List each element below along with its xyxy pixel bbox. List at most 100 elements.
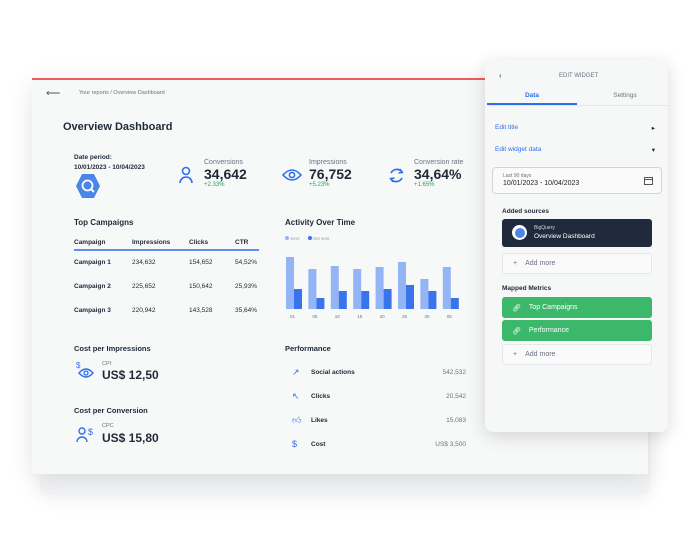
performance-label: Social actions: [311, 368, 355, 376]
performance-label: Cost: [311, 440, 326, 448]
tab-settings[interactable]: Settings: [613, 92, 637, 99]
kpi-value: 34,64%: [414, 166, 462, 182]
metric-top-campaigns[interactable]: 🔗︎ Top Campaigns: [502, 297, 652, 318]
table-cell: 154,652: [189, 259, 213, 266]
caret-down-icon: ▾: [651, 147, 655, 154]
breadcrumb[interactable]: Your reports / Overview Dashboard: [79, 90, 165, 96]
col-campaign: Campaign: [74, 239, 106, 246]
table-cell: 143,528: [189, 306, 213, 314]
performance-value: 15,083: [446, 416, 466, 424]
performance-value: US$ 3,500: [435, 440, 466, 448]
table-cell: Campaign 3: [74, 306, 111, 314]
edit-title-label: Edit title: [495, 124, 519, 131]
date-period-label: Date period:: [74, 154, 112, 161]
user-dollar-icon: $: [76, 426, 96, 443]
col-impressions: Impressions: [132, 239, 171, 246]
cpi-value: US$ 12,50: [102, 368, 159, 382]
activity-chart: 01 05 10 15 20 25 30 05: [286, 257, 459, 319]
link-icon: 🔗︎: [512, 327, 521, 335]
bar-not-sent: [383, 289, 392, 309]
cpc-label: CPC: [102, 423, 114, 429]
table-row: Campaign 2 225,652 150,642 25,93%: [74, 274, 259, 298]
bar-sent: [286, 257, 294, 309]
cpc-value: US$ 15,80: [102, 431, 159, 445]
date-period-value: 10/01/2023 - 10/04/2023: [74, 164, 145, 171]
table-row: Campaign 3 220,942 143,528 35,64%: [74, 298, 259, 322]
x-tick-label: 05: [447, 314, 453, 319]
share-icon: ↗: [292, 366, 300, 377]
bar-sent: [308, 269, 317, 309]
mapped-metrics-title: Mapped Metrics: [502, 285, 552, 292]
bar-sent: [375, 267, 384, 309]
performance-row: $ Cost US$ 3,500: [292, 438, 466, 450]
table-cell: 150,642: [189, 282, 213, 290]
back-arrow-icon[interactable]: ⟵: [46, 88, 61, 99]
kpi-value: 76,752: [309, 166, 352, 182]
performance-label: Clicks: [311, 392, 331, 400]
bar-sent: [420, 279, 429, 309]
legend-not-sent: Not sent: [307, 236, 330, 241]
kpi-impressions: Impressions 76,752 +5.23%: [309, 159, 352, 188]
bar-not-sent: [406, 285, 414, 309]
edit-data-label: Edit widget data: [495, 146, 542, 153]
table-cell: Campaign 2: [74, 282, 111, 290]
plus-icon: +: [513, 260, 518, 267]
add-metric-button[interactable]: + Add more: [502, 344, 652, 365]
edit-widget-data-row[interactable]: Edit widget data ▾: [495, 146, 655, 154]
svg-text:$: $: [76, 361, 81, 370]
refresh-icon: [388, 167, 405, 184]
tab-indicator: [487, 103, 577, 105]
calendar-icon[interactable]: [644, 176, 653, 185]
x-tick-label: 01: [290, 314, 296, 319]
bar-sent: [442, 267, 451, 309]
source-bigquery[interactable]: BigQuery Overview Dashboard: [502, 219, 652, 247]
x-tick-label: 05: [312, 314, 318, 319]
performance-row: ↖ Clicks 20,542: [292, 390, 466, 402]
chart-legend: Sent Not sent: [285, 236, 330, 241]
kpi-conversion-rate: Conversion rate 34,64% +1.65%: [414, 159, 463, 188]
source-name: BigQuery: [534, 225, 555, 231]
bar-not-sent: [361, 291, 370, 309]
add-more-label: Add more: [525, 260, 556, 267]
cpi-title: Cost per Impressions: [74, 344, 151, 353]
table-cell: Campaign 1: [74, 259, 111, 266]
date-range-field[interactable]: Last 90 days 10/01/2023 - 10/04/2023: [492, 167, 662, 194]
bar-sent: [353, 269, 362, 309]
bar-not-sent: [450, 298, 459, 309]
user-icon: [178, 166, 194, 184]
table-cell: 220,942: [132, 306, 156, 314]
bar-not-sent: [316, 298, 325, 309]
date-range-label: Last 90 days: [503, 173, 532, 179]
table-row: Campaign 1 234,632 154,652 54,52%: [74, 250, 259, 274]
tab-data[interactable]: Data: [524, 92, 540, 99]
performance-row: 👍︎ Likes 15,083: [292, 414, 466, 426]
kpi-label: Conversion rate: [414, 159, 464, 166]
date-range-value: 10/01/2023 - 10/04/2023: [503, 180, 580, 187]
x-tick-label: 10: [335, 314, 341, 319]
bigquery-logo-icon: [75, 173, 101, 199]
kpi-label: Impressions: [309, 159, 347, 166]
performance-label: Likes: [311, 416, 328, 424]
bar-sent: [398, 262, 406, 309]
add-source-button[interactable]: + Add more: [502, 253, 652, 274]
page-title: Overview Dashboard: [63, 121, 173, 133]
performance-row: ↗ Social actions 542,532: [292, 366, 466, 378]
kpi-change: +5.23%: [309, 182, 330, 188]
tab-divider: [487, 105, 668, 106]
panel-back-icon[interactable]: ‹: [499, 71, 502, 80]
table-cell: 35,64%: [235, 306, 258, 314]
metric-performance[interactable]: 🔗︎ Performance: [502, 320, 652, 341]
dollar-eye-icon: $: [76, 361, 94, 379]
kpi-conversions: Conversions 34,642 +2.33%: [204, 159, 247, 188]
bar-not-sent: [338, 291, 347, 309]
kpi-change: +1.65%: [414, 182, 435, 188]
campaigns-table: Campaign Impressions Clicks CTR Campaign…: [74, 236, 259, 322]
x-tick-label: 25: [402, 314, 408, 319]
metric-label: Top Campaigns: [528, 304, 578, 311]
top-campaigns-title: Top Campaigns: [74, 218, 134, 227]
edit-title-row[interactable]: Edit title ▸: [495, 124, 655, 132]
cpi-label: CPI: [102, 361, 112, 367]
table-cell: 54,52%: [235, 259, 258, 266]
plus-icon: +: [513, 351, 518, 358]
table-cell: 234,632: [132, 259, 156, 266]
